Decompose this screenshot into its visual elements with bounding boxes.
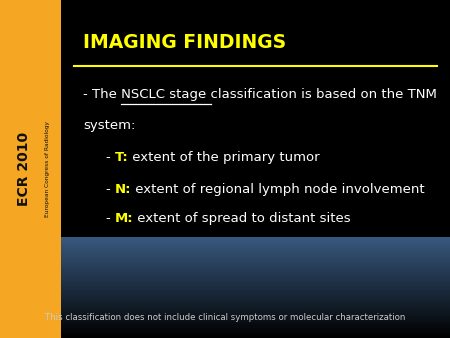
Bar — [61, 256, 450, 257]
Bar — [61, 272, 450, 273]
Bar — [61, 305, 450, 306]
Text: -: - — [106, 212, 115, 224]
Text: This classification does not include clinical symptoms or molecular characteriza: This classification does not include cli… — [45, 313, 405, 322]
Bar — [61, 311, 450, 313]
Bar — [61, 277, 450, 279]
Bar — [61, 287, 450, 289]
Bar — [61, 289, 450, 290]
Bar — [61, 323, 450, 324]
Bar — [61, 324, 450, 325]
Bar — [61, 252, 450, 253]
Text: T:: T: — [115, 151, 129, 164]
Text: M:: M: — [115, 212, 133, 224]
Bar — [61, 337, 450, 338]
Bar — [61, 284, 450, 285]
Bar — [61, 318, 450, 319]
Bar — [61, 292, 450, 294]
Text: N:: N: — [115, 183, 131, 196]
Bar — [61, 295, 450, 296]
Bar — [61, 248, 450, 249]
Bar — [61, 334, 450, 335]
Bar — [61, 325, 450, 327]
Bar — [61, 310, 450, 311]
Bar — [61, 263, 450, 264]
Bar — [61, 306, 450, 308]
Bar — [61, 327, 450, 328]
Bar — [61, 331, 450, 332]
Bar — [61, 279, 450, 280]
Bar — [61, 243, 450, 244]
Bar — [61, 290, 450, 291]
Bar — [61, 313, 450, 314]
Bar — [61, 321, 450, 323]
Bar — [61, 309, 450, 310]
Bar — [61, 261, 450, 262]
Bar — [61, 286, 450, 287]
Bar — [61, 258, 450, 260]
Text: IMAGING FINDINGS: IMAGING FINDINGS — [83, 33, 286, 52]
Bar — [61, 291, 450, 292]
Bar — [61, 247, 450, 248]
Bar — [61, 244, 450, 245]
Text: -: - — [106, 183, 115, 196]
Bar — [61, 304, 450, 305]
Bar — [61, 303, 450, 304]
Bar — [61, 254, 450, 256]
Bar — [61, 299, 450, 300]
Bar — [61, 240, 450, 242]
Bar — [61, 285, 450, 286]
Bar — [61, 249, 450, 250]
Bar — [61, 297, 450, 299]
Bar — [61, 320, 450, 321]
Bar — [61, 239, 450, 240]
Text: European Congress of Radiology: European Congress of Radiology — [45, 121, 50, 217]
Text: extent of regional lymph node involvement: extent of regional lymph node involvemen… — [131, 183, 425, 196]
Bar — [61, 280, 450, 281]
Text: - The NSCLC stage classification is based on the TNM: - The NSCLC stage classification is base… — [83, 88, 437, 101]
Bar — [61, 315, 450, 316]
Bar — [61, 332, 450, 333]
Bar — [61, 273, 450, 274]
Bar — [61, 335, 450, 337]
Bar — [61, 237, 450, 238]
Bar — [61, 267, 450, 268]
Bar — [61, 300, 450, 301]
Text: system:: system: — [83, 119, 135, 132]
Bar — [61, 314, 450, 315]
Bar — [61, 245, 450, 247]
Bar — [61, 260, 450, 261]
Text: extent of the primary tumor: extent of the primary tumor — [129, 151, 320, 164]
Bar — [61, 270, 450, 271]
Bar — [61, 264, 450, 266]
Bar — [61, 250, 450, 252]
Text: - The NSCLC stage: - The NSCLC stage — [83, 88, 211, 101]
Text: - The: - The — [83, 88, 122, 101]
Bar — [61, 262, 450, 263]
Bar — [61, 328, 450, 329]
Bar — [61, 281, 450, 282]
Bar — [61, 268, 450, 270]
Bar — [61, 308, 450, 309]
Bar — [61, 301, 450, 303]
Bar — [61, 319, 450, 320]
Text: ECR 2010: ECR 2010 — [17, 132, 32, 206]
Text: extent of spread to distant sites: extent of spread to distant sites — [133, 212, 351, 224]
Bar — [61, 316, 450, 318]
Bar — [61, 276, 450, 277]
Bar — [61, 296, 450, 297]
Bar — [61, 266, 450, 267]
Text: -: - — [106, 151, 115, 164]
Bar — [0, 0, 61, 338]
Bar — [61, 294, 450, 295]
Bar — [61, 238, 450, 239]
Bar — [61, 333, 450, 334]
Bar — [61, 257, 450, 258]
Bar — [61, 271, 450, 272]
Bar — [61, 282, 450, 284]
Bar — [61, 253, 450, 255]
Bar — [61, 274, 450, 276]
Bar — [61, 242, 450, 243]
Bar — [61, 329, 450, 331]
